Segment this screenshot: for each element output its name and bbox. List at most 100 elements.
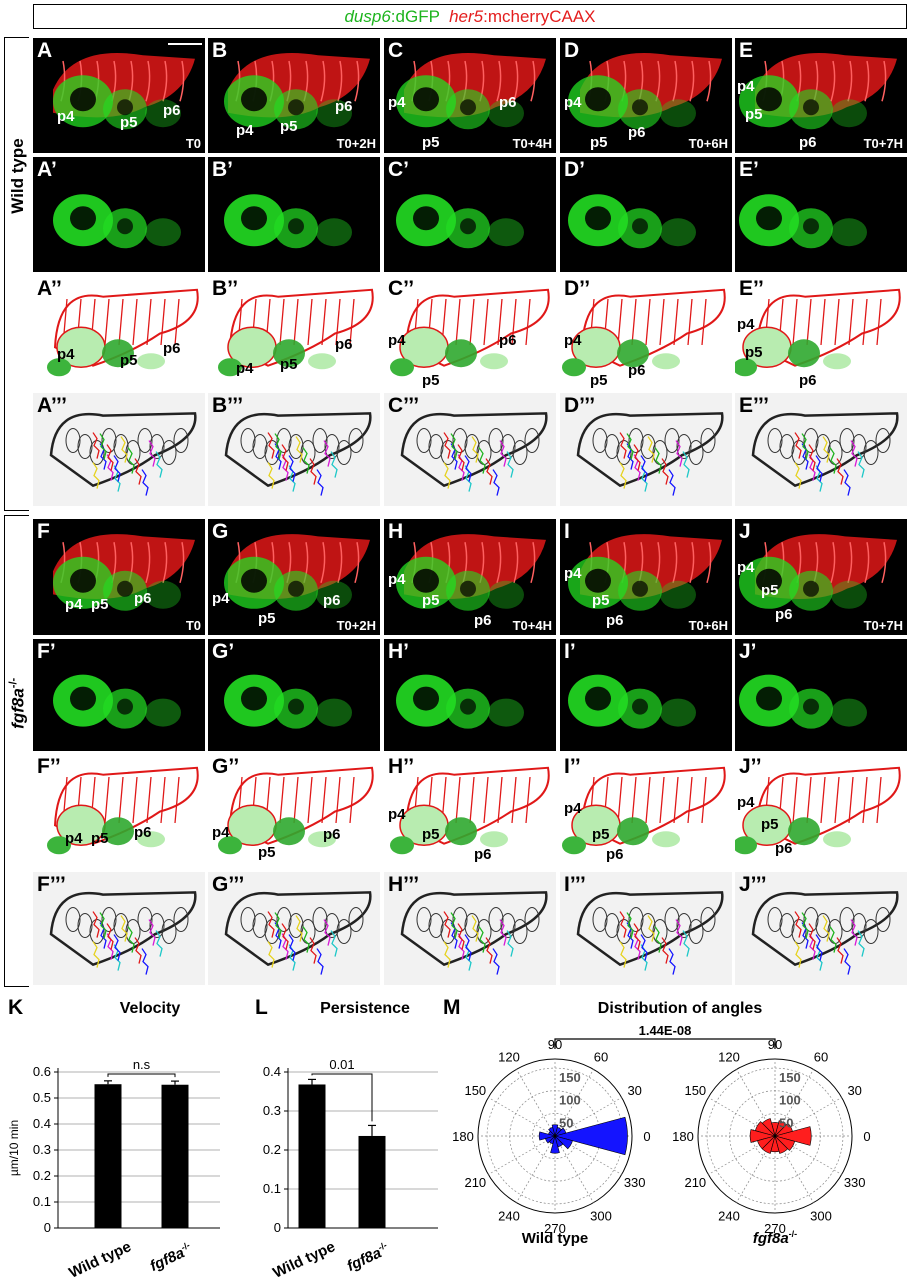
panel-image bbox=[53, 52, 195, 130]
panel-label: A’’ bbox=[37, 277, 62, 300]
angle-label: 270 bbox=[544, 1221, 566, 1236]
pouch-label-p5: p5 bbox=[422, 591, 440, 609]
panel-label: D’ bbox=[564, 158, 585, 181]
pouch-label-p4: p4 bbox=[388, 332, 406, 349]
panel-image bbox=[390, 766, 550, 855]
pouch-label-p5: p5 bbox=[745, 344, 763, 361]
cell-track bbox=[120, 915, 128, 942]
persistence-chart-title: Persistence bbox=[320, 1000, 410, 1017]
pouch-label-p5: p5 bbox=[761, 581, 779, 599]
cell-track bbox=[661, 937, 669, 964]
panel-label: C’’’ bbox=[388, 394, 420, 417]
cell-track bbox=[815, 934, 823, 961]
cell-track bbox=[492, 469, 500, 496]
mut-panel-F-tracks: F’’’ bbox=[33, 872, 205, 985]
angles-chart-title: Distribution of angles bbox=[597, 1000, 763, 1017]
cell-track bbox=[843, 469, 851, 496]
cell-track bbox=[619, 911, 627, 938]
panel-image bbox=[739, 674, 867, 729]
wt-panel-D-schematic: D’’ p4 p5 p6 bbox=[560, 276, 732, 391]
panel-label: I’ bbox=[564, 640, 576, 663]
timepoint-label: T0+6H bbox=[688, 136, 728, 151]
membrane-outline bbox=[751, 412, 899, 488]
pouch-label-p6: p6 bbox=[799, 134, 817, 151]
cell-track bbox=[302, 926, 310, 953]
cell-track bbox=[106, 923, 114, 950]
membrane-outline bbox=[751, 891, 899, 967]
membrane-outline bbox=[576, 891, 724, 967]
membrane-outline bbox=[224, 891, 372, 967]
pouch-label-p6: p6 bbox=[628, 124, 646, 141]
y-tick-label: 0.6 bbox=[33, 1064, 51, 1079]
cell-track bbox=[682, 451, 690, 478]
panel-image bbox=[390, 288, 550, 377]
significance-bracket bbox=[554, 1038, 776, 1049]
cell-track bbox=[443, 941, 451, 968]
panel-label: F’’’ bbox=[37, 873, 66, 896]
cell-track bbox=[647, 436, 655, 463]
mut-panel-G-gfp: G’ bbox=[208, 639, 380, 751]
angle-label: 180 bbox=[452, 1129, 474, 1144]
pouch-label-p6: p6 bbox=[335, 98, 353, 115]
y-tick-label: 0.4 bbox=[33, 1116, 51, 1131]
panel-image bbox=[739, 194, 867, 249]
membrane-outline bbox=[49, 412, 197, 488]
pouch-label-p5: p5 bbox=[745, 106, 763, 123]
pouch-label-p5: p5 bbox=[422, 372, 440, 389]
wt-panel-C-gfp: C’ bbox=[384, 157, 556, 272]
cell-track bbox=[499, 440, 507, 467]
cell-track bbox=[647, 915, 655, 942]
panel-label: E’’’ bbox=[739, 394, 769, 417]
scale-bar bbox=[168, 43, 202, 45]
pouch-label-p4: p4 bbox=[212, 589, 230, 607]
mutant-gene-name: fgf8a bbox=[8, 688, 28, 729]
cell-track bbox=[471, 436, 479, 463]
membrane-outline bbox=[49, 891, 197, 967]
pouch-label-p5: p5 bbox=[120, 114, 138, 131]
persistence-bar-chart: 0 0.1 0.2 0.3 0.4 0.01 Wild type fgf8a-/- bbox=[263, 1057, 438, 1280]
polar-spoke bbox=[488, 1135, 556, 1175]
panel-label: I’’ bbox=[564, 755, 581, 778]
panel-label: A’’’ bbox=[37, 394, 67, 417]
pouch-label-p4: p4 bbox=[236, 122, 254, 139]
cell-track bbox=[619, 462, 627, 489]
angle-label: 300 bbox=[590, 1209, 612, 1224]
cell-track bbox=[471, 915, 479, 942]
panel-image bbox=[568, 52, 722, 130]
cell-track bbox=[92, 462, 100, 489]
radial-tick-label: 50 bbox=[559, 1115, 573, 1130]
panel-label: F bbox=[37, 520, 50, 543]
cell-track bbox=[626, 912, 634, 939]
cell-track bbox=[808, 923, 816, 950]
cell-track bbox=[640, 934, 648, 961]
wt-panel-A-gfp: A’ bbox=[33, 157, 205, 272]
panel-image bbox=[751, 891, 899, 975]
wt-panel-C-schematic: C’’ p4 p5 p6 bbox=[384, 276, 556, 391]
panel-label: H’ bbox=[388, 640, 409, 663]
pouch-label-p6: p6 bbox=[323, 826, 341, 843]
panel-label: E’ bbox=[739, 158, 759, 181]
panel-image bbox=[735, 766, 901, 855]
mut-panel-J-schematic: J’’ p4 p5 p6 bbox=[735, 754, 907, 869]
pouch-label-p5: p5 bbox=[761, 816, 779, 833]
cell-track bbox=[443, 432, 451, 459]
cell-track bbox=[682, 930, 690, 957]
pouch-label-p4: p4 bbox=[737, 794, 755, 811]
angle-label: 330 bbox=[844, 1175, 866, 1190]
cell-track bbox=[295, 915, 303, 942]
bar-wild-type bbox=[298, 1084, 326, 1228]
angle-label: 120 bbox=[498, 1049, 520, 1064]
polar-grid-circle bbox=[706, 1067, 844, 1205]
figure-legend-header: dusp6:dGFP her5:mcherryCAAX bbox=[33, 4, 907, 29]
panel-image bbox=[224, 534, 370, 611]
cell-track bbox=[323, 919, 331, 946]
pouch-label-p5: p5 bbox=[280, 118, 298, 135]
pouch-label-p4: p4 bbox=[388, 806, 406, 823]
angle-label: 150 bbox=[684, 1083, 706, 1098]
pouch-label-p6: p6 bbox=[775, 605, 793, 623]
angle-label: 240 bbox=[718, 1209, 740, 1224]
pouch-label-p4: p4 bbox=[564, 332, 582, 349]
cell-track bbox=[675, 440, 683, 467]
cell-track bbox=[288, 934, 296, 961]
mut-panel-J-gfp: J’ bbox=[735, 639, 907, 751]
